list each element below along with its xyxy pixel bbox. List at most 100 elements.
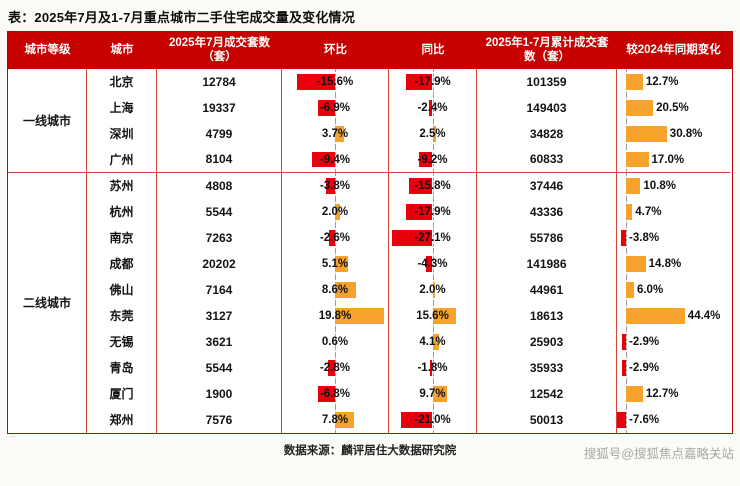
ytd-axis-line (626, 328, 628, 355)
ytd-axis-line (626, 354, 628, 381)
ytd-bar-cell: 30.8% (617, 120, 730, 147)
mom-value-label: -15.6% (316, 75, 354, 88)
yoy-bar-cell: 2.0% (389, 276, 477, 303)
cum-units-cell: 101359 (477, 68, 617, 95)
ytd-bar-cell: 20.5% (617, 94, 730, 121)
ytd-bar (626, 307, 685, 324)
mom-bar (335, 281, 357, 298)
ytd-bar-cell: 17.0% (617, 146, 730, 173)
mom-value-label: 2.0% (321, 205, 349, 218)
ytd-value-label: 12.7% (645, 387, 679, 400)
mom-bar (335, 125, 345, 142)
yoy-bar (432, 385, 447, 402)
yoy-axis-line (432, 94, 434, 121)
cum-units-cell: 149403 (477, 94, 617, 121)
jul-units-cell: 4799 (157, 120, 282, 147)
ytd-bar (622, 333, 627, 350)
ytd-bar (626, 255, 646, 272)
jul-units-cell: 12784 (157, 68, 282, 95)
yoy-axis-line (432, 198, 434, 225)
yoy-value-label: -17.9% (414, 75, 451, 88)
city-cell: 成都 (87, 250, 157, 277)
yoy-bar (409, 177, 433, 194)
yoy-bar (426, 255, 433, 272)
mom-value-label: -3.8% (319, 179, 351, 192)
mom-axis-line (335, 380, 336, 407)
header-city-tier: 城市等级 (24, 44, 71, 57)
jul-units-cell: 3127 (157, 302, 282, 329)
ytd-bar (617, 411, 627, 428)
yoy-axis-line (432, 406, 434, 433)
ytd-value-label: -2.9% (629, 361, 660, 374)
yoy-bar-cell: 4.1% (389, 328, 477, 355)
jul-units-cell: 3621 (157, 328, 282, 355)
ytd-bar-cell: 12.7% (617, 380, 730, 407)
header-cum-units: 2025年1-7月累计成交套数（套） (485, 37, 609, 64)
ytd-value-label: -2.9% (629, 335, 660, 348)
cum-units-cell: 141986 (477, 250, 617, 277)
mom-value-label: -9.4% (319, 153, 351, 166)
mom-value-label: 3.7% (321, 127, 349, 140)
ytd-value-label: 6.0% (636, 283, 664, 296)
mom-bar (335, 411, 355, 428)
mom-bar (328, 229, 335, 246)
yoy-value-label: -2.4% (417, 101, 448, 114)
yoy-bar-cell: -21.0% (389, 406, 477, 433)
yoy-bar (432, 125, 437, 142)
ytd-bar (622, 359, 627, 376)
cum-units-cell: 43336 (477, 198, 617, 225)
yoy-bar (406, 203, 433, 220)
yoy-value-label: -15.8% (414, 179, 451, 192)
mom-axis-line (335, 354, 336, 381)
mom-axis-line (335, 224, 336, 251)
header-yoy: 同比 (421, 44, 445, 57)
city-cell: 广州 (87, 146, 157, 173)
header-jul-units: 2025年7月成交套数（套） (169, 37, 270, 64)
mom-bar-cell: -6.9% (282, 94, 389, 121)
city-cell: 东莞 (87, 302, 157, 329)
cum-units-cell: 60833 (477, 146, 617, 173)
mom-bar-cell: 7.8% (282, 406, 389, 433)
jul-units-cell: 20202 (157, 250, 282, 277)
mom-axis-line (335, 172, 336, 199)
jul-units-cell: 7576 (157, 406, 282, 433)
yoy-bar-cell: 15.6% (389, 302, 477, 329)
yoy-axis-line (432, 224, 434, 251)
mom-bar-cell: -6.8% (282, 380, 389, 407)
cum-units-cell: 34828 (477, 120, 617, 147)
data-table: 城市等级 城市 2025年7月成交套数（套） 环比 同比 2025年1-7月累计… (7, 31, 733, 434)
yoy-axis-line (432, 68, 434, 95)
ytd-bar (626, 73, 643, 90)
cum-units-cell: 50013 (477, 406, 617, 433)
yoy-bar (418, 151, 433, 167)
mom-value-label: 7.8% (321, 413, 349, 426)
mom-bar-cell: -9.4% (282, 146, 389, 173)
mom-value-label: -2.8% (319, 361, 351, 374)
ytd-bar-cell: -2.9% (617, 354, 730, 381)
mom-bar-cell: 8.6% (282, 276, 389, 303)
cum-units-cell: 55786 (477, 224, 617, 251)
ytd-bar (626, 177, 641, 194)
yoy-bar (428, 99, 433, 116)
ytd-value-label: 44.4% (687, 309, 721, 322)
city-cell: 佛山 (87, 276, 157, 303)
yoy-value-label: 4.1% (419, 335, 446, 348)
header-vs2024: 较2024年同期变化 (626, 44, 721, 57)
mom-axis-line (335, 68, 336, 95)
ytd-bar (626, 281, 634, 298)
city-cell: 上海 (87, 94, 157, 121)
mom-bar-cell: 19.8% (282, 302, 389, 329)
mom-bar (325, 177, 335, 194)
table-header-row: 城市等级 城市 2025年7月成交套数（套） 环比 同比 2025年1-7月累计… (8, 32, 732, 69)
yoy-value-label: -4.3% (417, 257, 448, 270)
ytd-value-label: 17.0% (651, 153, 685, 166)
jul-units-cell: 7263 (157, 224, 282, 251)
yoy-bar (401, 411, 433, 428)
ytd-bar (621, 229, 627, 246)
mom-bar-cell: 0.6% (282, 328, 389, 355)
yoy-axis-line (432, 172, 434, 199)
mom-bar (311, 151, 335, 167)
yoy-bar-cell: 2.5% (389, 120, 477, 147)
city-cell: 厦门 (87, 380, 157, 407)
city-cell: 无锡 (87, 328, 157, 355)
